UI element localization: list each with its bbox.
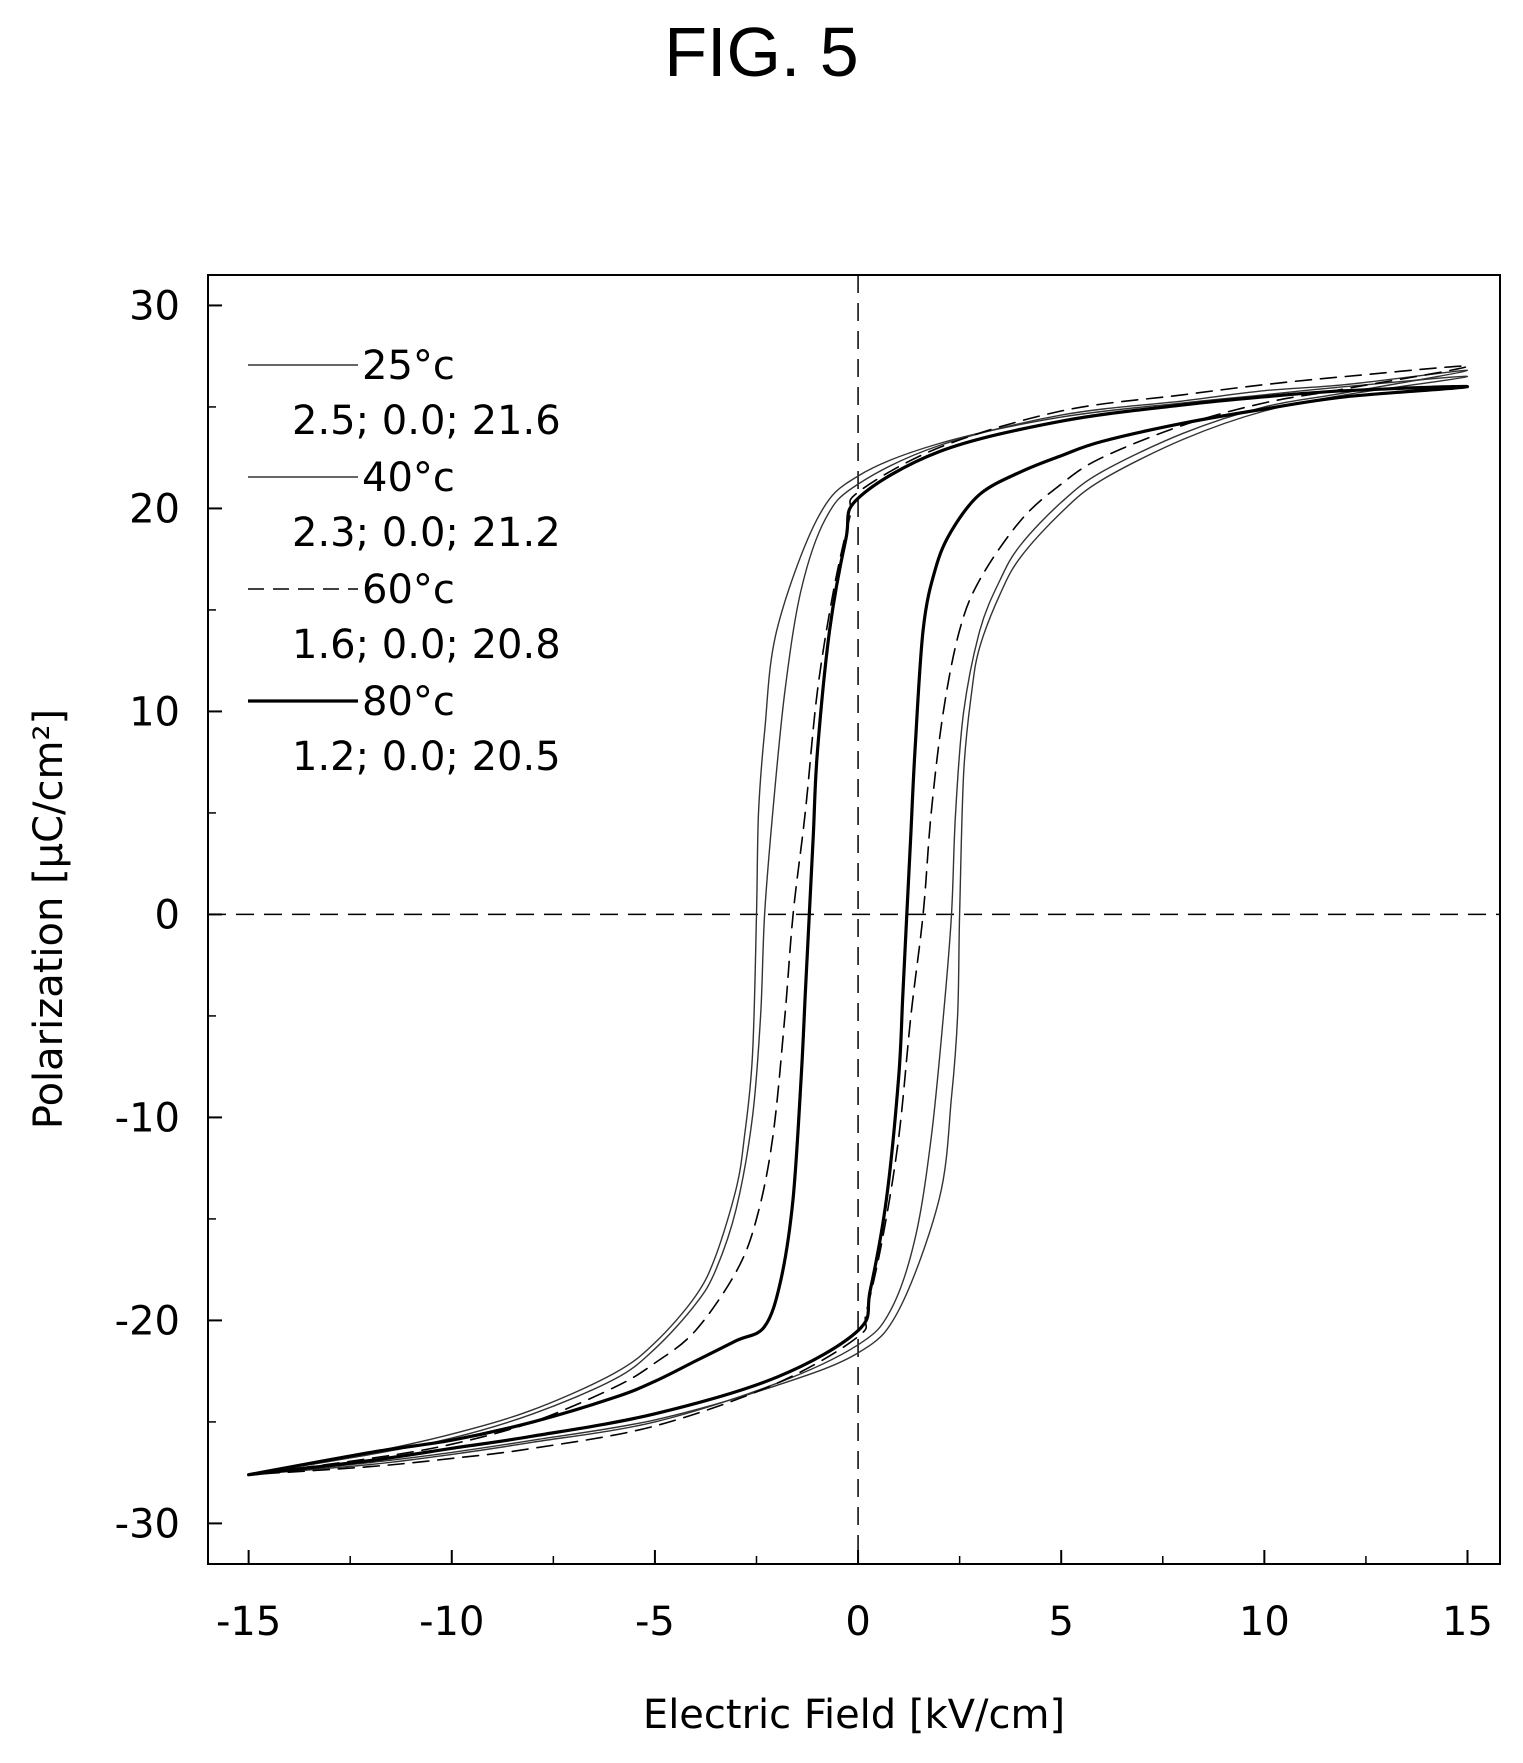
y-axis-title: Polarization [μC/cm²] — [26, 709, 72, 1129]
legend-series-name: 60°c — [362, 567, 455, 613]
legend-series-name: 80°c — [362, 679, 455, 725]
legend-series-stats: 1.2; 0.0; 20.5 — [292, 734, 561, 780]
series-line-25c — [247, 375, 1469, 1476]
legend-series-stats: 1.6; 0.0; 20.8 — [292, 622, 561, 668]
x-tick-label: -5 — [635, 1599, 675, 1645]
series-layer — [247, 365, 1470, 1477]
y-tick-label: -10 — [115, 1095, 180, 1141]
legend-series-stats: 2.3; 0.0; 21.2 — [292, 510, 561, 556]
y-tick-label: 20 — [129, 486, 180, 532]
x-tick-label: 15 — [1442, 1599, 1493, 1645]
x-tick-label: 10 — [1239, 1599, 1290, 1645]
y-tick-label: 10 — [129, 689, 180, 735]
y-tick-label: -20 — [115, 1298, 180, 1344]
series-line-40c — [247, 369, 1469, 1476]
x-axis-title: Electric Field [kV/cm] — [643, 1692, 1065, 1738]
y-tick-label: 30 — [129, 283, 180, 329]
x-tick-label: -15 — [216, 1599, 281, 1645]
zero-lines — [208, 275, 1500, 1564]
y-tick-label: 0 — [155, 892, 180, 938]
y-tick-label: -30 — [115, 1501, 180, 1547]
x-tick-label: -10 — [419, 1599, 484, 1645]
series-line-80c — [247, 384, 1470, 1477]
legend-series-name: 40°c — [362, 455, 455, 501]
figure-title: FIG. 5 — [664, 13, 859, 91]
legend-series-name: 25°c — [362, 343, 455, 389]
x-tick-label: 0 — [845, 1599, 870, 1645]
ticks-layer: -15 -10 -5 0 5 10 15 -30 -20 -10 0 10 20 30 — [115, 283, 1493, 1645]
x-tick-label: 5 — [1048, 1599, 1073, 1645]
legend: 25°c 2.5; 0.0; 21.6 40°c 2.3; 0.0; 21.2 60°c… — [248, 343, 561, 780]
legend-series-stats: 2.5; 0.0; 21.6 — [292, 398, 561, 444]
plot-frame — [207, 274, 1501, 1565]
series-line-60c — [247, 365, 1469, 1476]
